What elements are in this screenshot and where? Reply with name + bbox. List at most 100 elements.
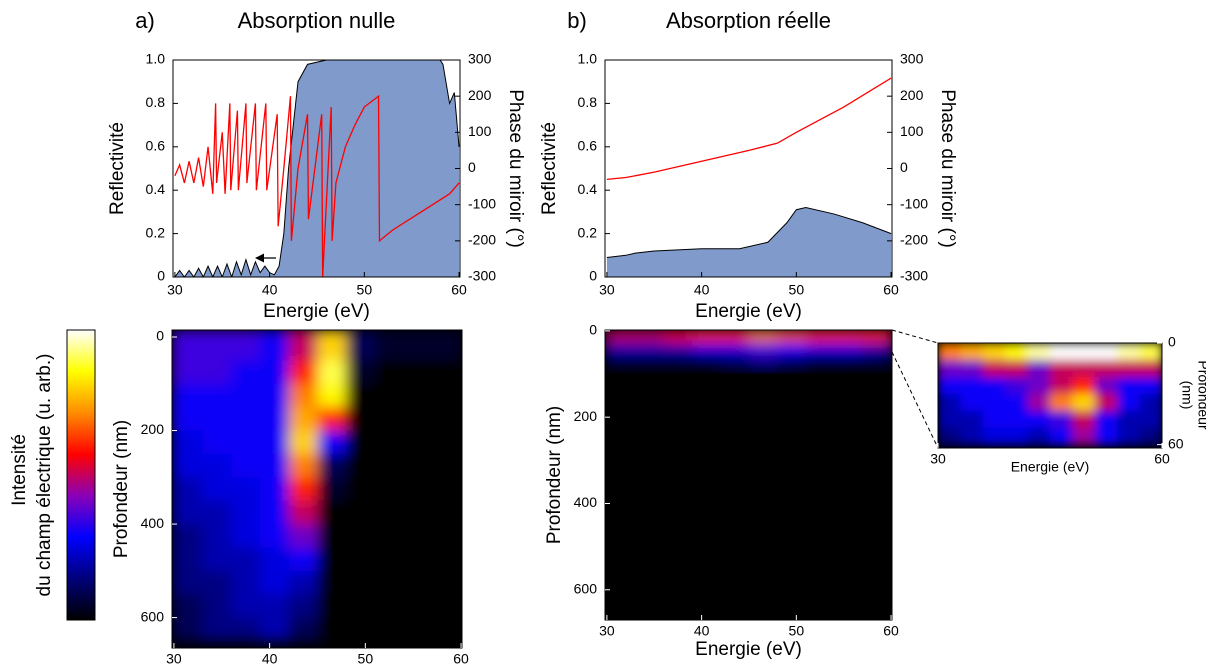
plot-area <box>606 77 892 277</box>
y-axis-label: (nm) <box>1179 381 1195 410</box>
y-tick-label: 400 <box>574 494 598 510</box>
heatmap-cell <box>432 594 462 619</box>
heatmap-cell <box>260 360 290 385</box>
heatmap-cell <box>260 407 290 432</box>
heatmap-cell <box>1117 427 1141 446</box>
heatmap-cell <box>172 617 204 642</box>
y-tick-label: 200 <box>574 408 598 424</box>
phase-line <box>174 94 460 277</box>
heatmap-cell <box>346 477 376 502</box>
heatmap-cell <box>403 594 433 619</box>
heatmap-cell <box>172 594 204 619</box>
y-tick-label: 0.8 <box>146 94 166 110</box>
heatmap-cell <box>202 500 232 525</box>
heatmap-cell <box>982 343 1006 361</box>
heatmap-cell <box>346 430 376 455</box>
heatmap-cell <box>202 430 232 455</box>
heatmap-cell <box>432 407 462 432</box>
heatmap-cell <box>317 407 347 432</box>
x-axis-label: Energie (eV) <box>695 301 802 322</box>
heatmap-cell <box>288 477 318 502</box>
heatmap-cell <box>692 330 722 343</box>
y-tick-label: 600 <box>141 608 165 624</box>
heatmap-cell <box>834 330 864 343</box>
y-tick-label: 0 <box>157 268 165 284</box>
x-axis-label: Energie (eV) <box>263 301 370 322</box>
heatmap-cell <box>317 430 347 455</box>
x-tick-label: 40 <box>694 282 710 298</box>
reflectivity-line <box>606 207 892 258</box>
chart-title: Absorption réelle <box>666 8 831 33</box>
heatmap-cell <box>605 330 636 343</box>
heatmap-cell <box>231 383 261 408</box>
y-axis-label: Profondeur (nm) <box>111 420 132 558</box>
heatmap-cell <box>635 341 665 357</box>
y2-axis-label: Phase du miroir (°) <box>937 89 958 248</box>
heatmap-cell <box>374 407 405 432</box>
heatmap-area <box>605 330 892 620</box>
heatmap-cell <box>374 524 405 548</box>
heatmap-cell <box>1094 410 1118 429</box>
heatmap-cell <box>938 359 961 378</box>
heatmap-cell <box>403 330 433 361</box>
heatmap-cell <box>663 330 693 343</box>
y-tick-label: 0 <box>1168 334 1176 350</box>
x-tick-label: 60 <box>883 623 899 639</box>
heatmap-cell <box>231 360 261 385</box>
heatmap-cell <box>1094 427 1118 446</box>
heatmap-cell <box>805 330 835 343</box>
heatmap-cell <box>805 355 835 372</box>
heatmap-cell <box>288 430 318 455</box>
heatmap-cell <box>403 430 433 455</box>
heatmap-cell <box>288 570 318 595</box>
plot-area <box>174 60 460 277</box>
heatmap-cell <box>663 355 693 372</box>
heatmap-cell <box>231 500 261 525</box>
y-tick-label: 0 <box>156 328 164 344</box>
panel-label: a) <box>135 8 155 33</box>
heatmap-cell <box>1072 343 1096 361</box>
reflectivity-area <box>606 207 892 277</box>
heatmap-cell <box>317 477 347 502</box>
heatmap-cell <box>432 430 462 455</box>
heatmap-cell <box>346 524 376 548</box>
heatmap-cell <box>403 407 433 432</box>
heatmap-cell <box>862 330 892 343</box>
heatmap-cell <box>1005 376 1029 395</box>
heatmap-cell <box>202 477 232 502</box>
y-axis-label: Profondeur (nm) <box>544 406 565 544</box>
heatmap-cell <box>1139 427 1162 446</box>
heatmap-cell <box>1072 427 1096 446</box>
heatmap-cell <box>374 453 405 478</box>
y2-tick-label: -200 <box>468 232 496 248</box>
heatmap-cell <box>1139 376 1162 395</box>
y2-tick-label: 0 <box>900 159 908 175</box>
x-tick-label: 40 <box>262 651 278 664</box>
heatmap-cell <box>317 383 347 408</box>
heatmap-cell <box>202 383 232 408</box>
heatmap-cell <box>1072 376 1096 395</box>
heatmap-cell <box>1117 376 1141 395</box>
heatmap-cell <box>1139 343 1162 361</box>
x-tick-label: 50 <box>789 282 805 298</box>
heatmap-cell <box>374 383 405 408</box>
y-tick-label: 0.2 <box>578 224 598 240</box>
heatmap-cell <box>403 570 433 595</box>
heatmap-cell <box>260 477 290 502</box>
heatmap-cell <box>960 393 984 412</box>
heatmap-cell <box>432 453 462 478</box>
x-tick-label: 30 <box>167 282 183 298</box>
heatmap-cell <box>374 570 405 595</box>
heatmap-cell <box>346 570 376 595</box>
y-tick-label: 0.4 <box>578 181 598 197</box>
heatmap-cell <box>663 341 693 357</box>
x-tick-label: 40 <box>694 623 710 639</box>
heatmap-cell <box>1050 359 1073 378</box>
heatmap-cell <box>1139 393 1162 412</box>
x-axis-label: Energie (eV) <box>1011 459 1090 475</box>
heatmap-cell <box>172 383 204 408</box>
plot-frame <box>171 329 463 649</box>
y2-tick-label: 100 <box>468 123 492 139</box>
heatmap-cell <box>635 330 665 343</box>
y2-tick-label: 100 <box>900 123 924 139</box>
